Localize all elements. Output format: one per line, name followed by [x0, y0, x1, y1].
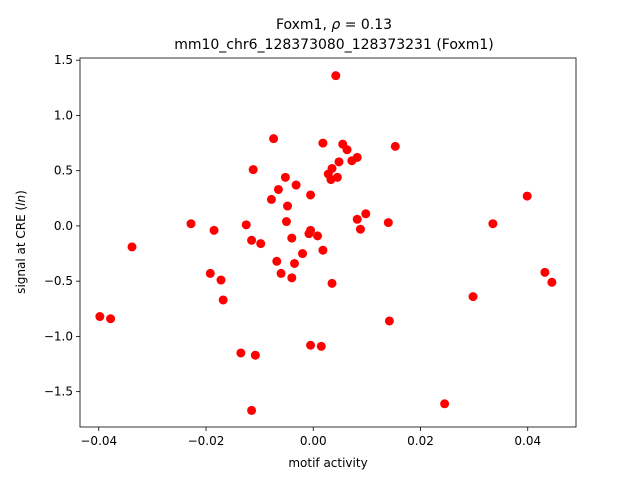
data-point-55	[236, 348, 246, 358]
data-point-4	[390, 141, 400, 151]
x-tick-label: 0.02	[407, 434, 434, 448]
data-point-31	[304, 229, 314, 239]
chart-title-line1: Foxm1, ρ = 0.13	[276, 17, 392, 33]
y-tick-label: 1.0	[54, 108, 73, 122]
y-axis-label: signal at CRE (ln)	[14, 190, 28, 294]
data-point-47	[327, 278, 337, 288]
y-axis-ticks: −1.5 −1.0 −0.5 0.0 0.5 1.0 1.5	[44, 53, 80, 399]
chart-title-line2: mm10_chr6_128373080_128373231 (Foxm1)	[174, 37, 494, 53]
data-point-17	[306, 190, 316, 200]
data-point-22	[352, 214, 362, 224]
data-point-33	[287, 233, 297, 243]
data-point-39	[272, 256, 282, 266]
data-point-32	[313, 231, 323, 241]
data-point-19	[266, 194, 276, 204]
data-point-38	[298, 249, 308, 259]
data-point-14	[326, 175, 336, 185]
x-tick-label: −0.04	[80, 434, 117, 448]
data-point-29	[355, 224, 365, 234]
data-point-25	[488, 219, 498, 229]
y-tick-label: −1.0	[44, 329, 73, 343]
data-point-15	[291, 180, 301, 190]
x-axis-ticks: −0.04 −0.02 0.00 0.02 0.04	[80, 427, 541, 448]
data-point-57	[440, 399, 450, 409]
y-tick-label: −1.5	[44, 385, 73, 399]
data-point-27	[241, 220, 251, 230]
data-point-8	[334, 157, 344, 167]
data-point-49	[218, 295, 228, 305]
data-point-7	[347, 156, 357, 166]
data-point-43	[540, 267, 550, 277]
y-tick-label: −0.5	[44, 274, 73, 288]
data-point-23	[281, 217, 291, 227]
x-tick-label: 0.00	[300, 434, 327, 448]
data-point-1	[269, 134, 279, 144]
data-points	[95, 71, 557, 415]
y-tick-label: 1.5	[54, 53, 73, 67]
data-point-52	[384, 316, 394, 326]
data-point-24	[383, 218, 393, 228]
data-point-18	[522, 191, 532, 201]
data-point-12	[280, 172, 290, 182]
plot-frame	[79, 57, 577, 428]
data-point-28	[209, 225, 219, 235]
x-tick-label: −0.02	[188, 434, 225, 448]
data-point-54	[316, 341, 326, 351]
data-point-48	[468, 292, 478, 302]
y-tick-label: 0.0	[54, 219, 73, 233]
data-point-26	[186, 219, 196, 229]
data-point-37	[318, 245, 328, 255]
data-point-16	[273, 184, 283, 194]
data-point-56	[250, 350, 260, 360]
x-tick-label: 0.04	[514, 434, 541, 448]
data-point-51	[106, 314, 116, 324]
data-point-21	[361, 209, 371, 219]
data-point-44	[287, 273, 297, 283]
data-point-45	[216, 275, 226, 285]
data-point-46	[547, 277, 557, 287]
data-point-36	[127, 242, 137, 252]
data-point-58	[247, 405, 257, 415]
data-point-10	[248, 165, 258, 175]
plot-area	[79, 57, 577, 428]
data-point-40	[289, 258, 299, 268]
data-point-2	[318, 138, 328, 148]
data-point-42	[276, 268, 286, 278]
data-point-50	[95, 312, 105, 322]
data-point-41	[205, 268, 215, 278]
x-axis-label: motif activity	[288, 456, 367, 470]
data-point-34	[247, 235, 257, 245]
data-point-0	[331, 71, 341, 81]
data-point-20	[283, 201, 293, 211]
data-point-35	[256, 239, 266, 249]
y-tick-label: 0.5	[54, 164, 73, 178]
data-point-53	[306, 340, 316, 350]
data-point-5	[342, 145, 352, 155]
